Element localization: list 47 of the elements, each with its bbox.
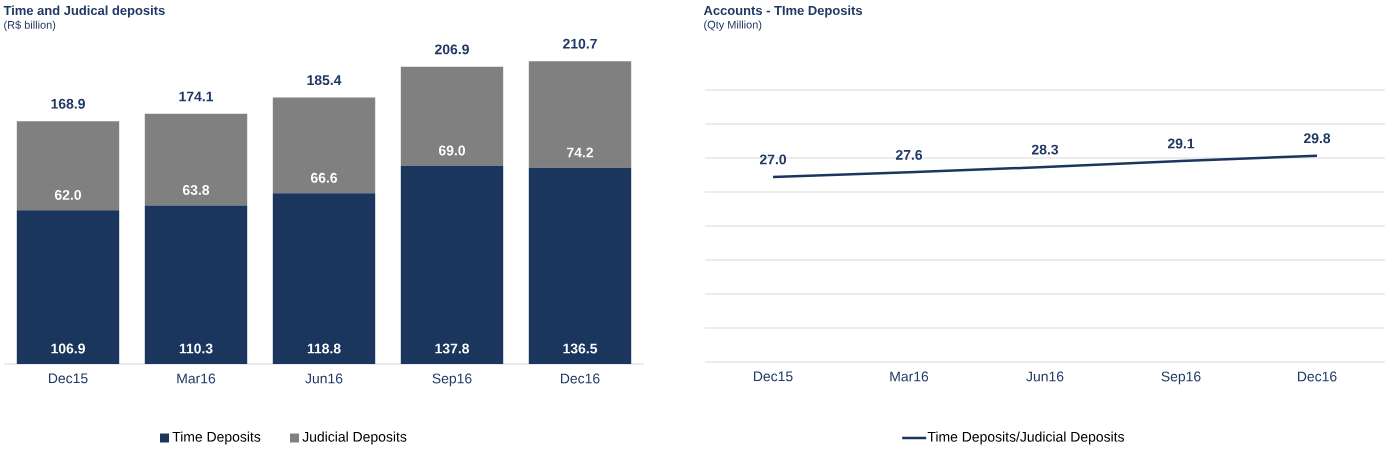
data-label: 28.3 — [1031, 144, 1059, 155]
x-tick-label: Jun16 — [305, 373, 343, 384]
data-label: 136.5 — [563, 343, 598, 354]
bar — [272, 193, 376, 364]
total-label: 206.9 — [435, 44, 469, 55]
bar — [400, 66, 504, 166]
data-label: 137.8 — [435, 343, 470, 354]
chart-subtitle: (Qty Million) — [704, 20, 762, 31]
x-tick-label: Mar16 — [890, 371, 929, 382]
bar — [528, 61, 632, 168]
x-tick-label: Dec15 — [753, 371, 793, 382]
bar — [272, 97, 376, 194]
bar — [400, 165, 504, 364]
chart-title: Time and Judical deposits — [3, 5, 165, 18]
total-label: 168.9 — [51, 98, 85, 109]
bar — [144, 113, 248, 206]
data-label: 62.0 — [54, 189, 81, 200]
data-label: 29.1 — [1167, 138, 1195, 149]
chart-title: Accounts - TIme Deposits — [703, 5, 863, 18]
bar — [16, 121, 120, 211]
chart-subtitle: (R$ billion) — [4, 20, 56, 31]
x-tick-label: Sep16 — [432, 373, 472, 387]
data-label: 69.0 — [438, 145, 465, 156]
data-label: 29.8 — [1303, 133, 1331, 144]
data-label: 110.3 — [179, 343, 213, 354]
x-tick-label: Sep16 — [1161, 371, 1201, 385]
x-tick-label: Jun16 — [1026, 371, 1064, 382]
bar — [16, 210, 120, 364]
x-tick-label: Dec16 — [1298, 371, 1337, 382]
total-label: 185.4 — [307, 75, 342, 86]
data-label: 74.2 — [567, 147, 594, 158]
bar — [144, 205, 248, 364]
data-label: 118.8 — [307, 343, 341, 354]
legend-label: Time Deposits/Judicial Deposits — [927, 431, 1125, 445]
data-label: 66.6 — [310, 172, 338, 183]
total-label: 210.7 — [563, 38, 597, 49]
legend-label: Judicial Deposits — [302, 431, 407, 445]
total-label: 174.1 — [179, 91, 214, 102]
x-tick-label: Mar16 — [177, 373, 216, 384]
data-label: 106.9 — [51, 343, 85, 354]
data-label: 27.0 — [759, 154, 787, 165]
data-label: 63.8 — [182, 185, 210, 195]
x-tick-label: Dec16 — [560, 373, 600, 384]
x-tick-label: Dec15 — [48, 373, 88, 384]
data-label: 27.6 — [895, 149, 923, 160]
legend-label: Time Deposits — [172, 431, 261, 445]
bar — [528, 167, 632, 364]
